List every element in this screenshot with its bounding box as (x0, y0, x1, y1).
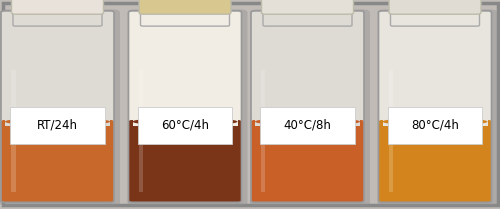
Text: 80°C/4h: 80°C/4h (411, 119, 459, 132)
Bar (132, 117, 238, 126)
Ellipse shape (132, 117, 238, 126)
FancyBboxPatch shape (378, 9, 498, 206)
Bar (139, 70, 143, 192)
Bar (12, 70, 16, 192)
FancyBboxPatch shape (250, 9, 370, 206)
FancyBboxPatch shape (389, 0, 481, 14)
Text: 40°C/8h: 40°C/8h (284, 119, 332, 132)
FancyBboxPatch shape (12, 0, 104, 14)
FancyBboxPatch shape (266, 13, 349, 25)
FancyBboxPatch shape (10, 107, 105, 144)
Bar (5, 117, 110, 126)
FancyBboxPatch shape (139, 0, 231, 14)
Ellipse shape (148, 120, 222, 124)
FancyBboxPatch shape (0, 9, 120, 206)
FancyBboxPatch shape (2, 3, 498, 205)
Ellipse shape (271, 120, 344, 124)
FancyBboxPatch shape (260, 107, 354, 144)
Text: RT/24h: RT/24h (37, 119, 78, 132)
FancyBboxPatch shape (378, 120, 492, 202)
Ellipse shape (255, 117, 360, 126)
FancyBboxPatch shape (251, 120, 364, 202)
Bar (262, 70, 266, 192)
Ellipse shape (5, 117, 110, 126)
FancyBboxPatch shape (393, 13, 477, 25)
FancyBboxPatch shape (138, 107, 232, 144)
Ellipse shape (21, 120, 94, 124)
Ellipse shape (382, 117, 488, 126)
FancyBboxPatch shape (128, 120, 242, 202)
FancyBboxPatch shape (388, 107, 482, 144)
FancyBboxPatch shape (1, 11, 114, 123)
Text: 60°C/4h: 60°C/4h (161, 119, 209, 132)
FancyBboxPatch shape (1, 120, 114, 202)
FancyBboxPatch shape (378, 11, 492, 123)
Bar (382, 117, 488, 126)
FancyBboxPatch shape (251, 11, 364, 123)
FancyBboxPatch shape (16, 13, 100, 25)
FancyBboxPatch shape (262, 0, 354, 14)
Bar (389, 70, 393, 192)
FancyBboxPatch shape (128, 9, 248, 206)
Ellipse shape (398, 120, 472, 124)
Bar (255, 117, 360, 126)
FancyBboxPatch shape (128, 11, 242, 123)
FancyBboxPatch shape (143, 13, 227, 25)
